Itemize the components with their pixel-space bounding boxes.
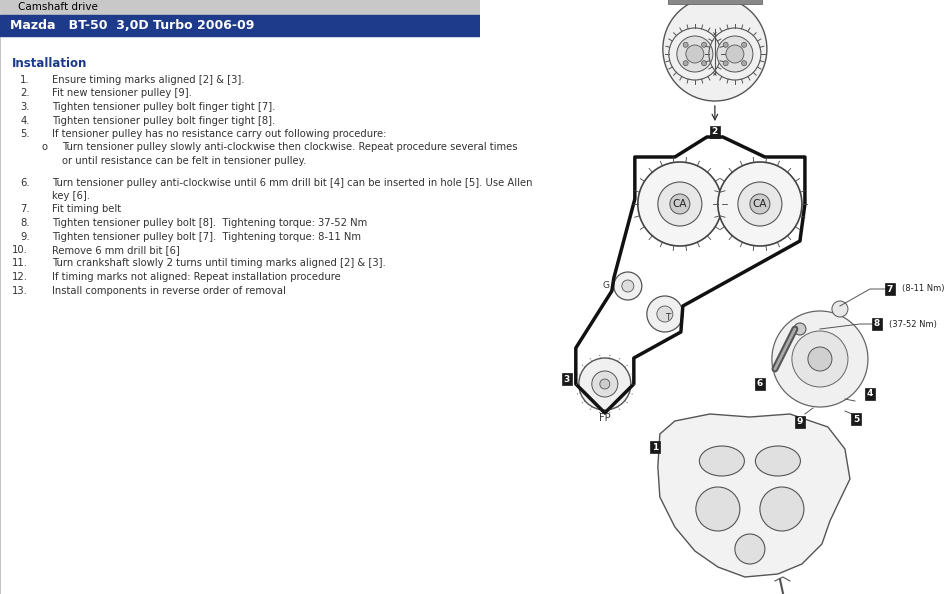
Circle shape (738, 182, 782, 226)
Text: (37-52 Nm): (37-52 Nm) (889, 320, 937, 328)
Bar (0, 0, 480, 15)
Text: If timing marks not aligned: Repeat installation procedure: If timing marks not aligned: Repeat inst… (52, 272, 341, 282)
Text: 2.: 2. (20, 89, 30, 99)
Text: T: T (665, 312, 671, 321)
Text: 9: 9 (797, 418, 803, 426)
Text: 5: 5 (853, 415, 859, 424)
Text: (8-11 Nm): (8-11 Nm) (902, 285, 944, 293)
Text: 3.: 3. (21, 102, 30, 112)
Text: CA: CA (673, 199, 687, 209)
Circle shape (701, 61, 707, 66)
Ellipse shape (755, 446, 801, 476)
Text: Tighten tensioner pulley bolt finger tight [7].: Tighten tensioner pulley bolt finger tig… (52, 102, 276, 112)
Circle shape (695, 487, 740, 531)
Text: Camshaft drive: Camshaft drive (18, 2, 98, 12)
Circle shape (742, 61, 747, 66)
Text: Tighten tensioner pulley bolt finger tight [8].: Tighten tensioner pulley bolt finger tig… (52, 115, 276, 125)
Text: 7: 7 (886, 285, 893, 293)
Ellipse shape (699, 446, 745, 476)
Text: 1.: 1. (20, 75, 30, 85)
Text: G: G (602, 282, 609, 290)
Circle shape (742, 42, 747, 48)
Text: Tighten tensioner pulley bolt [7].  Tightening torque: 8-11 Nm: Tighten tensioner pulley bolt [7]. Tight… (52, 232, 361, 242)
Text: or until resistance can be felt in tensioner pulley.: or until resistance can be felt in tensi… (62, 156, 306, 166)
Text: CA: CA (752, 199, 768, 209)
Circle shape (701, 42, 707, 48)
Circle shape (772, 311, 868, 407)
Circle shape (579, 358, 631, 410)
Text: FP: FP (599, 413, 611, 423)
Circle shape (760, 487, 804, 531)
Text: 4.: 4. (21, 115, 30, 125)
Text: 11.: 11. (12, 258, 28, 268)
Circle shape (735, 534, 765, 564)
Circle shape (676, 36, 712, 72)
Text: 12.: 12. (12, 272, 28, 282)
Text: Install components in reverse order of removal: Install components in reverse order of r… (52, 286, 286, 295)
Text: Installation: Installation (12, 57, 87, 70)
Text: 13.: 13. (12, 286, 28, 295)
Circle shape (718, 162, 802, 246)
Text: 3: 3 (563, 374, 570, 384)
Text: key [6].: key [6]. (52, 191, 90, 201)
Circle shape (726, 45, 744, 63)
Text: Fit new tensioner pulley [9].: Fit new tensioner pulley [9]. (52, 89, 192, 99)
Text: 1: 1 (652, 443, 658, 451)
Bar (668, 0, 762, 4)
Circle shape (686, 45, 704, 63)
Text: Turn tensioner pulley slowly anti-clockwise then clockwise. Repeat procedure sev: Turn tensioner pulley slowly anti-clockw… (62, 143, 518, 153)
Circle shape (599, 379, 610, 389)
Text: Tighten tensioner pulley bolt [8].  Tightening torque: 37-52 Nm: Tighten tensioner pulley bolt [8]. Tight… (52, 218, 368, 228)
Circle shape (683, 61, 688, 66)
Text: 6.: 6. (20, 178, 30, 188)
Text: Fit timing belt: Fit timing belt (52, 204, 121, 214)
Text: 9.: 9. (20, 232, 30, 242)
Circle shape (683, 42, 688, 48)
Text: 10.: 10. (12, 245, 28, 255)
Circle shape (614, 272, 642, 300)
Text: 2: 2 (712, 128, 718, 137)
Circle shape (717, 36, 753, 72)
Circle shape (808, 347, 832, 371)
Text: Ensure timing marks aligned [2] & [3].: Ensure timing marks aligned [2] & [3]. (52, 75, 244, 85)
Circle shape (647, 296, 683, 332)
Circle shape (663, 0, 767, 101)
Circle shape (750, 194, 770, 214)
Text: Turn crankshaft slowly 2 turns until timing marks aligned [2] & [3].: Turn crankshaft slowly 2 turns until tim… (52, 258, 386, 268)
Circle shape (832, 301, 848, 317)
Text: Mazda   BT-50  3,0D Turbo 2006-09: Mazda BT-50 3,0D Turbo 2006-09 (10, 19, 255, 32)
Text: 5.: 5. (20, 129, 30, 139)
Circle shape (656, 306, 673, 322)
Circle shape (592, 371, 618, 397)
Text: 8.: 8. (21, 218, 30, 228)
Circle shape (670, 194, 690, 214)
Text: Turn tensioner pulley anti-clockwise until 6 mm drill bit [4] can be inserted in: Turn tensioner pulley anti-clockwise unt… (52, 178, 532, 188)
Circle shape (723, 42, 729, 48)
Text: 4: 4 (866, 390, 873, 399)
Circle shape (792, 331, 848, 387)
Circle shape (657, 182, 702, 226)
Circle shape (637, 162, 722, 246)
Polygon shape (657, 414, 850, 577)
Circle shape (622, 280, 634, 292)
Text: o: o (42, 143, 48, 153)
Bar (0, 15, 480, 36)
Circle shape (794, 323, 806, 335)
Circle shape (723, 61, 729, 66)
Text: 7.: 7. (20, 204, 30, 214)
Text: If tensioner pulley has no resistance carry out following procedure:: If tensioner pulley has no resistance ca… (52, 129, 387, 139)
Text: Remove 6 mm drill bit [6]: Remove 6 mm drill bit [6] (52, 245, 180, 255)
Text: 6: 6 (757, 380, 763, 388)
Text: 8: 8 (874, 320, 880, 328)
